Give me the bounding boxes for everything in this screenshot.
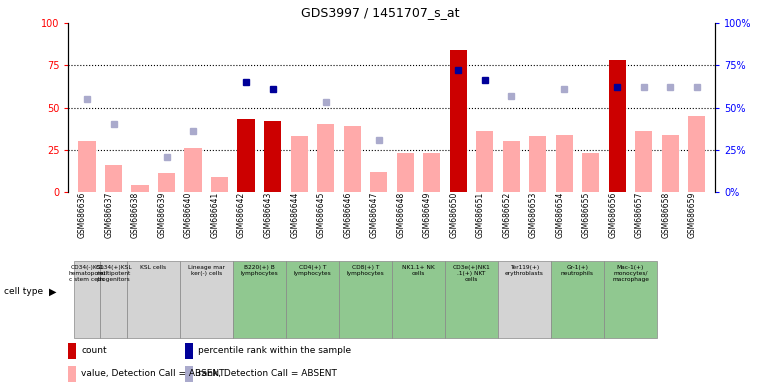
- Text: GSM686649: GSM686649: [422, 192, 431, 238]
- Text: GSM686643: GSM686643: [263, 192, 272, 238]
- Text: CD3e(+)NK1
.1(+) NKT
cells: CD3e(+)NK1 .1(+) NKT cells: [453, 265, 490, 281]
- Text: Gr-1(+)
neutrophils: Gr-1(+) neutrophils: [561, 265, 594, 276]
- Text: GSM686640: GSM686640: [184, 192, 193, 238]
- FancyBboxPatch shape: [604, 261, 657, 338]
- Text: GSM686651: GSM686651: [476, 192, 485, 238]
- Bar: [68, 366, 76, 382]
- FancyBboxPatch shape: [339, 261, 392, 338]
- Bar: [582, 153, 600, 192]
- Text: GSM686658: GSM686658: [661, 192, 670, 238]
- Text: GSM686645: GSM686645: [317, 192, 326, 238]
- FancyBboxPatch shape: [551, 261, 604, 338]
- Bar: [450, 50, 466, 192]
- Bar: [184, 148, 202, 192]
- Text: cell type: cell type: [4, 287, 43, 296]
- Bar: [529, 136, 546, 192]
- Bar: [211, 177, 228, 192]
- Text: ▶: ▶: [49, 287, 57, 297]
- FancyBboxPatch shape: [233, 261, 286, 338]
- Text: GSM686652: GSM686652: [502, 192, 511, 238]
- Text: CD34(+)KSL
multipotent
progenitors: CD34(+)KSL multipotent progenitors: [95, 265, 132, 281]
- Text: CD8(+) T
lymphocytes: CD8(+) T lymphocytes: [346, 265, 384, 276]
- Text: GSM686647: GSM686647: [370, 192, 379, 238]
- Text: count: count: [81, 346, 107, 355]
- Text: GSM686642: GSM686642: [237, 192, 246, 238]
- Text: GDS3997 / 1451707_s_at: GDS3997 / 1451707_s_at: [301, 6, 460, 19]
- Bar: [68, 343, 76, 359]
- FancyBboxPatch shape: [445, 261, 498, 338]
- FancyBboxPatch shape: [74, 261, 100, 338]
- Bar: [502, 141, 520, 192]
- FancyBboxPatch shape: [180, 261, 233, 338]
- Text: GSM686657: GSM686657: [635, 192, 644, 238]
- Text: CD34(-)KSL
hematopoiet
c stem cells: CD34(-)KSL hematopoiet c stem cells: [68, 265, 106, 281]
- FancyBboxPatch shape: [286, 261, 339, 338]
- Text: B220(+) B
lymphocytes: B220(+) B lymphocytes: [240, 265, 279, 276]
- Text: Mac-1(+)
monocytes/
macrophage: Mac-1(+) monocytes/ macrophage: [612, 265, 649, 281]
- Text: GSM686646: GSM686646: [343, 192, 352, 238]
- Bar: [132, 185, 148, 192]
- Text: Ter119(+)
erythroblasts: Ter119(+) erythroblasts: [505, 265, 544, 276]
- Bar: [343, 126, 361, 192]
- FancyBboxPatch shape: [392, 261, 445, 338]
- Text: GSM686638: GSM686638: [131, 192, 140, 238]
- Text: GSM686650: GSM686650: [449, 192, 458, 238]
- Bar: [609, 60, 626, 192]
- FancyBboxPatch shape: [100, 261, 127, 338]
- Bar: [661, 134, 679, 192]
- Text: CD4(+) T
lymphocytes: CD4(+) T lymphocytes: [294, 265, 331, 276]
- Text: GSM686648: GSM686648: [396, 192, 405, 238]
- Text: KSL cells: KSL cells: [140, 265, 167, 270]
- Bar: [158, 174, 175, 192]
- Bar: [635, 131, 652, 192]
- Text: Lineage mar
ker(-) cells: Lineage mar ker(-) cells: [188, 265, 224, 276]
- Text: rank, Detection Call = ABSENT: rank, Detection Call = ABSENT: [198, 369, 336, 378]
- Bar: [370, 172, 387, 192]
- Bar: [556, 134, 573, 192]
- Text: GSM686639: GSM686639: [158, 192, 167, 238]
- FancyBboxPatch shape: [127, 261, 180, 338]
- Bar: [423, 153, 441, 192]
- Bar: [396, 153, 414, 192]
- Bar: [291, 136, 307, 192]
- Bar: [264, 121, 282, 192]
- Bar: [476, 131, 493, 192]
- Bar: [78, 141, 96, 192]
- Text: GSM686659: GSM686659: [688, 192, 697, 238]
- Text: GSM686636: GSM686636: [78, 192, 87, 238]
- Text: GSM686641: GSM686641: [211, 192, 220, 238]
- FancyBboxPatch shape: [498, 261, 551, 338]
- Text: GSM686637: GSM686637: [104, 192, 113, 238]
- Text: GSM686644: GSM686644: [290, 192, 299, 238]
- Text: percentile rank within the sample: percentile rank within the sample: [198, 346, 351, 355]
- Text: GSM686656: GSM686656: [608, 192, 617, 238]
- Text: NK1.1+ NK
cells: NK1.1+ NK cells: [402, 265, 435, 276]
- Text: GSM686654: GSM686654: [556, 192, 564, 238]
- Text: GSM686655: GSM686655: [581, 192, 591, 238]
- Bar: [185, 343, 193, 359]
- Bar: [688, 116, 705, 192]
- Bar: [237, 119, 255, 192]
- Text: GSM686653: GSM686653: [529, 192, 538, 238]
- Bar: [105, 165, 123, 192]
- Bar: [317, 124, 334, 192]
- Bar: [185, 366, 193, 382]
- Text: value, Detection Call = ABSENT: value, Detection Call = ABSENT: [81, 369, 225, 378]
